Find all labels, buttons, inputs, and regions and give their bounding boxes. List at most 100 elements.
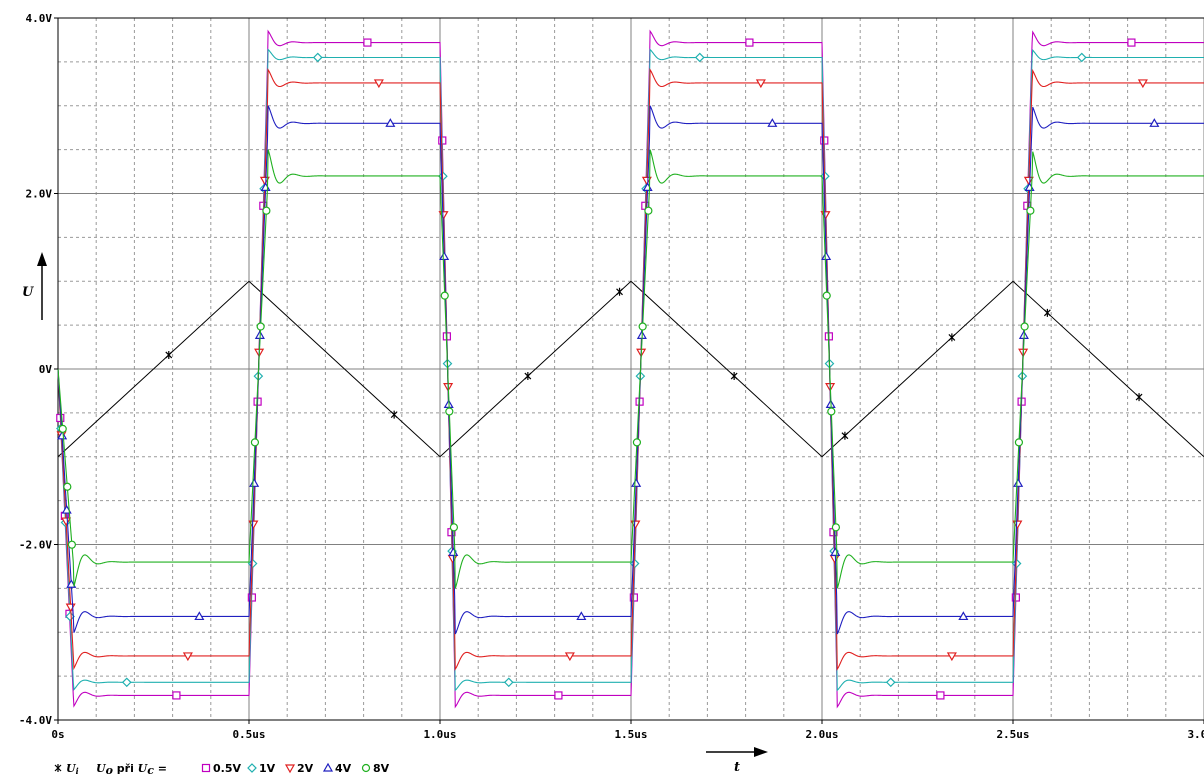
legend-input-name: Ui [66, 762, 79, 776]
series-marker [694, 52, 705, 63]
x-tick-label: 0s [51, 728, 64, 741]
series-8V-group [57, 149, 1204, 589]
series-marker [385, 118, 396, 127]
y-tick-label: -4.0V [19, 714, 52, 727]
y-axis-label: U [22, 285, 34, 300]
series-marker [1076, 52, 1087, 63]
series-layer [56, 29, 1204, 709]
series-marker [829, 554, 840, 564]
series-line [57, 105, 1204, 635]
legend: Ui Uo při Uc = 0.5V 1V 2V 4V 8V [54, 762, 390, 777]
legend-series-entries: 0.5V 1V 2V 4V 8V [201, 762, 390, 775]
series-input-marker [841, 431, 849, 440]
legend-label-2V: 2V [297, 762, 314, 775]
x-tick-label: 2.0us [805, 728, 838, 741]
series-marker [449, 523, 459, 532]
series-marker [438, 211, 449, 220]
series-input-marker [1043, 308, 1051, 317]
legend-marker-0.5V [201, 763, 211, 773]
series-marker [946, 652, 957, 662]
legend-marker-4V [322, 762, 334, 772]
series-marker [172, 691, 181, 700]
series-marker [312, 52, 323, 63]
series-marker [57, 430, 68, 440]
series-marker [121, 677, 132, 688]
x-tick-label: 2.5us [996, 728, 1029, 741]
x-axis-title: t [706, 747, 768, 775]
series-marker [554, 691, 563, 700]
series-input-marker [730, 372, 738, 381]
series-marker [194, 611, 205, 621]
series-line [57, 67, 1204, 671]
series-input-group [57, 280, 1204, 458]
series-marker [250, 438, 260, 447]
series-marker [564, 652, 575, 662]
series-marker [767, 118, 778, 127]
series-input-line [57, 280, 1204, 458]
series-line [57, 48, 1204, 692]
series-marker [1137, 79, 1148, 89]
series-input-marker [948, 333, 956, 342]
legend-label-0.5V: 0.5V [213, 762, 241, 775]
series-marker [1026, 206, 1035, 215]
series-marker [576, 611, 587, 621]
legend-label-4V: 4V [335, 762, 352, 775]
series-input-marker [165, 350, 173, 359]
series-marker [1149, 118, 1160, 127]
series-4V-group [57, 105, 1204, 635]
series-marker [61, 517, 72, 527]
series-marker [440, 291, 449, 300]
legend-label-8V: 8V [373, 762, 390, 775]
series-marker [821, 251, 832, 261]
legend-output-caption: Uo při Uc = [96, 762, 167, 777]
series-line [57, 149, 1204, 589]
y-axis-arrowhead [37, 252, 47, 266]
series-marker [641, 176, 652, 186]
series-marker [63, 482, 72, 491]
series-marker [822, 291, 831, 300]
series-marker [1013, 478, 1024, 487]
series-marker [66, 579, 77, 588]
legend-marker-8V [361, 763, 371, 773]
series-input-marker [616, 287, 623, 296]
series-marker [820, 211, 831, 220]
series-marker [503, 677, 514, 688]
series-marker [445, 407, 454, 416]
series-marker [632, 438, 642, 447]
legend-input-entry [54, 764, 62, 772]
series-marker [58, 424, 67, 433]
y-tick-label: 2.0V [26, 188, 53, 201]
series-marker [439, 251, 450, 261]
legend-label-1V: 1V [259, 762, 276, 775]
y-axis-title: U [22, 252, 47, 320]
series-marker [363, 38, 372, 47]
legend-marker-2V [284, 764, 296, 774]
series-marker [259, 176, 270, 186]
series-input-marker [1135, 393, 1143, 402]
series-marker [373, 79, 384, 89]
y-tick-label: 0V [39, 363, 53, 376]
x-tick-label: 1.5us [614, 728, 647, 741]
series-marker [638, 322, 647, 331]
series-marker [885, 677, 896, 688]
series-marker [1020, 322, 1029, 331]
series-marker [249, 478, 260, 487]
y-tick-label: -2.0V [19, 539, 52, 552]
series-marker [262, 206, 271, 215]
series-marker [631, 478, 642, 487]
series-marker [447, 554, 458, 564]
series-marker [831, 523, 841, 532]
series-marker [827, 407, 836, 416]
series-marker [755, 79, 766, 89]
series-marker [745, 38, 754, 47]
series-marker [1127, 38, 1136, 47]
x-axis-label: t [734, 760, 740, 775]
series-marker [1014, 438, 1024, 447]
y-tick-label: 4.0V [26, 12, 53, 25]
x-tick-label: 0.5us [232, 728, 265, 741]
legend-input-marker [54, 764, 62, 772]
series-marker [182, 652, 193, 662]
series-line [57, 29, 1204, 709]
